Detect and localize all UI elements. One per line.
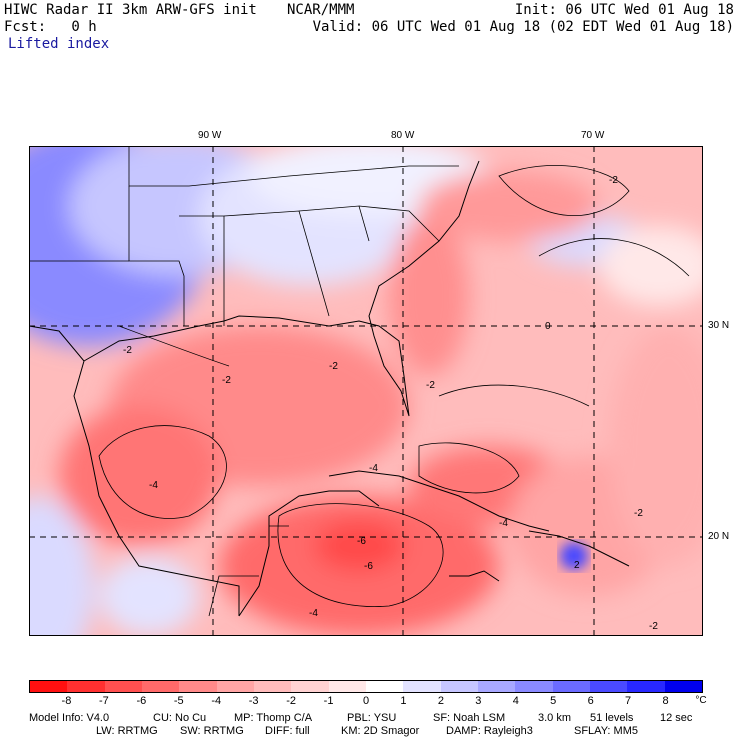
contour-label: -4 (499, 518, 508, 529)
colorbar-swatch (216, 681, 254, 692)
state-borders (29, 146, 459, 617)
colorbar-swatch (141, 681, 180, 692)
colorbar-label: -6 (136, 695, 147, 707)
colorbar-label: 2 (437, 695, 444, 707)
pbl-scheme: PBL: YSU (347, 712, 397, 724)
colorbar-label: -3 (248, 695, 259, 707)
colorbar-swatch (664, 681, 702, 692)
surface-scheme: SF: Noah LSM (433, 712, 506, 724)
model-info: Model Info: V4.0 (29, 712, 110, 724)
colorbar-label: 3 (475, 695, 482, 707)
colorbar-swatch (589, 681, 628, 692)
damping-option: DAMP: Rayleigh3 (446, 725, 533, 737)
colorbar (29, 680, 703, 693)
lat-label-30n: 30 N (708, 320, 730, 331)
contour-label: -4 (369, 463, 378, 474)
colorbar-label: -8 (61, 695, 72, 707)
colorbar-swatch (104, 681, 142, 692)
colorbar-label: -2 (286, 695, 296, 707)
colorbar-unit: °C (695, 695, 707, 706)
colorbar-swatch (365, 681, 404, 692)
contour-label: -2 (222, 375, 231, 386)
lon-label-90w: 90 W (198, 130, 222, 141)
contour-label: -2 (634, 508, 643, 519)
lat-lon-grid (29, 146, 703, 636)
colorbar-label: 4 (512, 695, 519, 707)
colorbar-label: -5 (173, 695, 184, 707)
forecast-hour: Fcst: 0 h (4, 19, 97, 35)
colorbar-swatch (253, 681, 292, 692)
coastlines (29, 160, 630, 617)
colorbar-label: 8 (662, 695, 669, 707)
colorbar-swatch (328, 681, 366, 692)
colorbar-swatch (179, 681, 217, 692)
lat-label-20n: 20 N (708, 531, 730, 542)
grid-resolution: 3.0 km (538, 712, 572, 724)
colorbar-label: 5 (550, 695, 557, 707)
colorbar-swatch (477, 681, 516, 692)
institution-label: NCAR/MMM (287, 2, 355, 18)
vertical-levels: 51 levels (590, 712, 634, 724)
valid-time: Valid: 06 UTC Wed 01 Aug 18 (02 EDT Wed … (312, 19, 734, 35)
lifted-index-map: -2 -2 -2 -2 -2 -4 -4 -4 -6 -6 -4 -2 -2 0… (29, 146, 703, 636)
contour-lines (98, 164, 690, 608)
contour-label: -4 (149, 480, 158, 491)
colorbar-swatch (552, 681, 590, 692)
colorbar-label: -4 (211, 695, 222, 707)
colorbar-label: -1 (323, 695, 334, 707)
contour-label: -2 (329, 361, 338, 372)
lon-label-70w: 70 W (581, 130, 605, 141)
field-name: Lifted index (8, 36, 110, 52)
contour-label: 2 (574, 560, 580, 571)
contour-label: -6 (364, 561, 373, 572)
colorbar-swatch (30, 681, 68, 692)
colorbar-swatch (627, 681, 665, 692)
colorbar-label: 7 (625, 695, 632, 707)
diffusion-option: DIFF: full (265, 725, 310, 737)
contour-label: 0 (545, 321, 551, 332)
time-step: 12 sec (660, 712, 693, 724)
contour-label: -2 (123, 345, 132, 356)
map-frame (29, 146, 703, 636)
lon-label-80w: 80 W (391, 130, 415, 141)
longwave-scheme: LW: RRTMG (96, 725, 158, 737)
field-shading (29, 146, 703, 636)
colorbar-swatch (515, 681, 553, 692)
colorbar-swatch (291, 681, 329, 692)
colorbar-swatch (440, 681, 478, 692)
colorbar-label: 1 (400, 695, 407, 707)
colorbar-swatch (403, 681, 441, 692)
contour-label: -2 (649, 621, 658, 632)
colorbar-label: -7 (98, 695, 109, 707)
km-option: KM: 2D Smagor (341, 725, 420, 737)
contour-label: -2 (426, 380, 435, 391)
colorbar-label: 0 (362, 695, 370, 707)
microphysics-scheme: MP: Thomp C/A (234, 712, 313, 724)
contour-label: -6 (357, 536, 366, 547)
blue-spot (560, 542, 588, 570)
colorbar-swatch (67, 681, 105, 692)
colorbar-label: 6 (587, 695, 594, 707)
contour-label: -2 (609, 175, 618, 186)
model-title: HIWC Radar II 3km ARW-GFS init (4, 2, 257, 18)
contour-label: -4 (309, 608, 318, 619)
surface-layer-option: SFLAY: MM5 (574, 725, 638, 737)
shortwave-scheme: SW: RRTMG (180, 725, 244, 737)
init-time: Init: 06 UTC Wed 01 Aug 18 (514, 2, 734, 18)
cumulus-scheme: CU: No Cu (153, 712, 207, 724)
